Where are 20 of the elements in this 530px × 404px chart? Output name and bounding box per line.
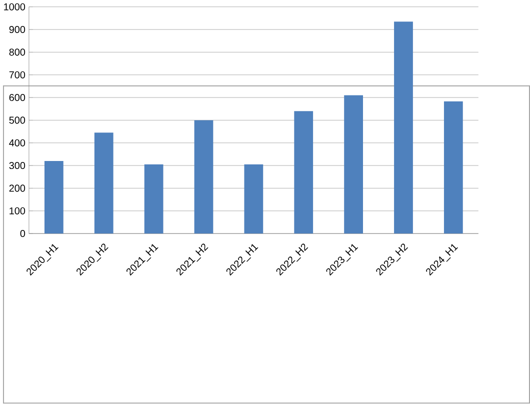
bar xyxy=(394,22,413,234)
y-tick-label: 500 xyxy=(9,116,26,124)
bar xyxy=(294,111,314,234)
bar xyxy=(444,102,463,234)
y-tick-label: 700 xyxy=(9,72,26,79)
y-tick-label: 100 xyxy=(10,208,26,215)
y-tick-label: 600 xyxy=(9,94,26,102)
y-tick-label: 800 xyxy=(9,48,26,56)
y-tick-label: 0 xyxy=(20,230,26,238)
bar xyxy=(44,161,64,234)
y-tick-label: 900 xyxy=(9,26,26,34)
y-tick-label: 300 xyxy=(9,162,26,170)
bar xyxy=(344,95,363,234)
y-tick-label: 1000 xyxy=(4,4,26,11)
y-tick-label: 200 xyxy=(9,184,26,192)
bar xyxy=(94,132,114,234)
y-tick-label: 400 xyxy=(9,140,26,147)
bar xyxy=(244,164,264,234)
bar xyxy=(194,120,214,234)
bar xyxy=(144,164,164,234)
